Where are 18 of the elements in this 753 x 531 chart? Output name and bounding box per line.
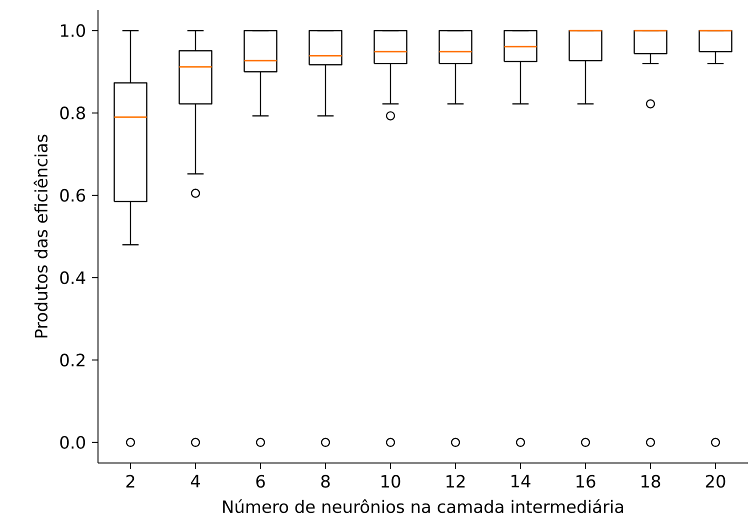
y-axis-title: Produtos das eficiências [34, 134, 48, 338]
y-tick-label: 0.4 [60, 271, 86, 284]
x-tick-label: 10 [382, 474, 400, 488]
x-axis-title: Número de neurônios na camada intermediária [223, 499, 624, 514]
x-tick-label: 14 [512, 474, 530, 488]
y-tick-label: 0.0 [60, 436, 86, 449]
y-tick-label: 0.8 [60, 106, 85, 120]
x-tick-label: 16 [576, 474, 596, 488]
y-tick-label: 1.0 [60, 24, 86, 38]
x-tick-label: 4 [190, 474, 200, 488]
x-tick-label: 6 [256, 474, 265, 488]
y-tick-label: 0.2 [60, 354, 84, 366]
x-tick-label: 20 [706, 474, 726, 488]
y-tick-label: 0.6 [60, 188, 86, 202]
x-tick-label: 2 [126, 474, 134, 488]
x-tick-label: 12 [446, 474, 465, 488]
x-tick-label: 8 [321, 474, 330, 488]
x-tick-label: 18 [642, 474, 660, 488]
